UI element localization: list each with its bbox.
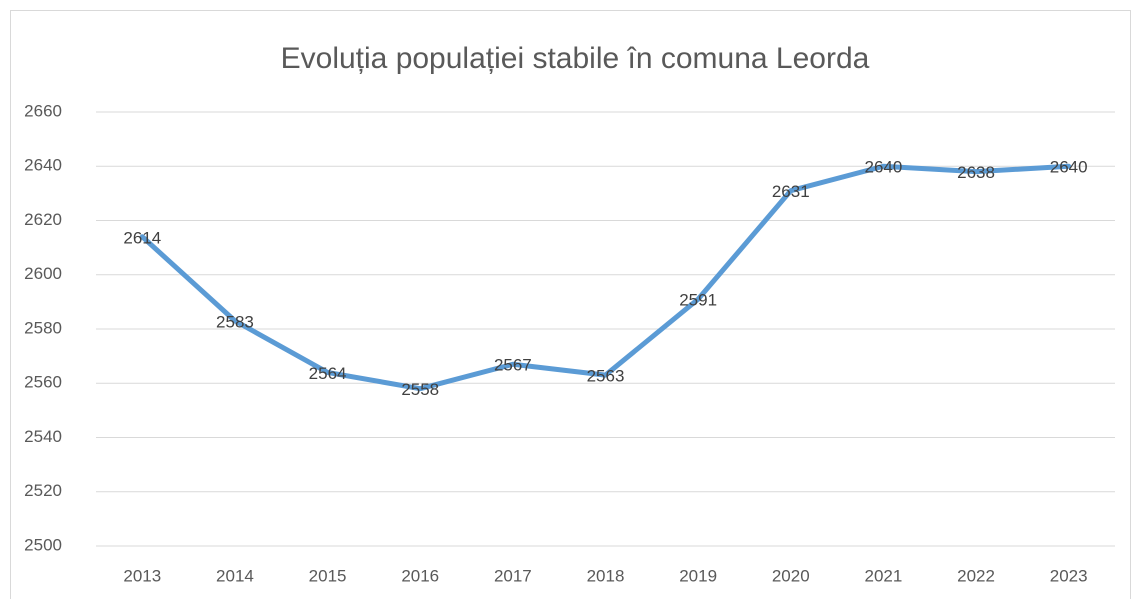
x-tick-label: 2023 [1050, 566, 1088, 585]
x-tick-label: 2019 [679, 566, 717, 585]
y-tick-label: 2640 [24, 156, 62, 175]
y-tick-label: 2560 [24, 373, 62, 392]
data-label: 2591 [679, 291, 717, 310]
data-label: 2567 [494, 356, 532, 375]
data-label: 2564 [309, 364, 347, 383]
data-line [139, 163, 1072, 392]
data-label: 2640 [1050, 158, 1088, 177]
chart-title: Evoluția populației stabile în comuna Le… [281, 42, 870, 75]
x-tick-label: 2016 [401, 566, 439, 585]
data-label: 2614 [123, 228, 161, 247]
chart-border [10, 10, 1131, 599]
data-label: 2563 [587, 367, 625, 386]
x-tick-label: 2013 [123, 566, 161, 585]
x-tick-label: 2014 [216, 566, 254, 585]
y-tick-label: 2500 [24, 535, 62, 554]
x-tick-label: 2018 [587, 566, 625, 585]
data-label: 2558 [401, 380, 439, 399]
y-tick-label: 2600 [24, 264, 62, 283]
data-label: 2638 [957, 163, 995, 182]
x-tick-label: 2020 [772, 566, 810, 585]
y-tick-label: 2660 [24, 101, 62, 120]
y-tick-label: 2580 [24, 318, 62, 337]
x-tick-label: 2022 [957, 566, 995, 585]
data-label: 2640 [864, 158, 902, 177]
data-label: 2631 [772, 182, 810, 201]
data-label: 2583 [216, 312, 254, 331]
x-tick-label: 2017 [494, 566, 532, 585]
x-tick-label: 2021 [864, 566, 902, 585]
y-tick-label: 2520 [24, 481, 62, 500]
x-tick-label: 2015 [309, 566, 347, 585]
y-tick-label: 2540 [24, 427, 62, 446]
y-tick-label: 2620 [24, 210, 62, 229]
